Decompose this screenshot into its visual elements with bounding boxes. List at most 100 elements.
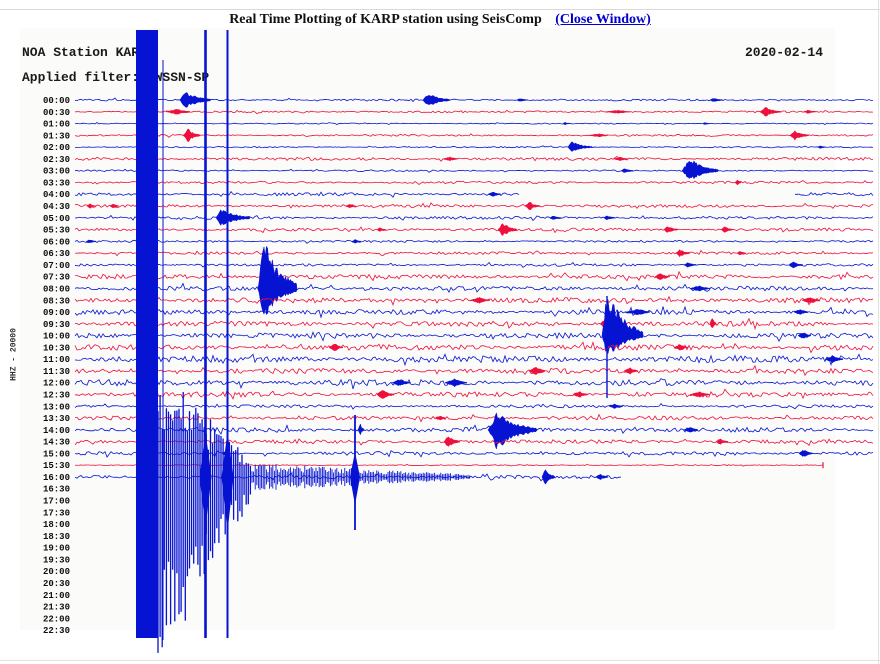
event-burst (798, 450, 814, 457)
time-label: 14:00 (43, 426, 70, 436)
trace-13:30 (74, 413, 874, 423)
event-burst (734, 179, 742, 186)
time-label: 17:00 (43, 497, 70, 507)
time-label: 02:30 (43, 155, 70, 165)
time-label: 06:30 (43, 249, 70, 259)
close-window-link[interactable]: (Close Window) (555, 12, 651, 27)
event-burst (788, 261, 804, 269)
trace-04:00 (74, 190, 874, 198)
event-burst (709, 98, 724, 102)
event-burst (689, 391, 711, 398)
trace-05:00 (74, 214, 874, 222)
time-label: 15:30 (43, 461, 70, 471)
time-label: 10:00 (43, 332, 70, 342)
trace-06:00 (74, 239, 874, 244)
event-burst (683, 427, 699, 433)
time-label: 02:00 (43, 143, 70, 153)
trace-05:30 (74, 226, 874, 234)
trace-11:00 (74, 353, 874, 367)
time-label: 13:30 (43, 414, 70, 424)
time-label: 09:30 (43, 320, 70, 330)
time-label: 03:00 (43, 167, 70, 177)
filter-label: Applied filter: WWSSN-SP (22, 70, 210, 85)
event-burst (443, 436, 461, 447)
event-burst (351, 239, 362, 244)
time-label: 09:00 (43, 308, 70, 318)
event-burst (759, 107, 782, 117)
trace-12:00 (74, 378, 874, 390)
event-burst (572, 391, 589, 398)
time-label: 08:00 (43, 285, 70, 295)
time-label: 07:30 (43, 273, 70, 283)
event-burst (328, 343, 344, 351)
page-title: Real Time Plotting of KARP station using… (229, 12, 542, 27)
time-label: 10:30 (43, 343, 70, 353)
event-burst (681, 160, 719, 180)
event-burst (528, 366, 546, 375)
time-label: 20:30 (43, 579, 70, 589)
trace-06:30 (74, 249, 874, 257)
time-label: 06:00 (43, 237, 70, 247)
time-label: 03:30 (43, 179, 70, 189)
right-edge-line (878, 0, 879, 664)
event-burst (179, 92, 212, 108)
bottom-edge-line (0, 660, 880, 661)
event-burst (444, 378, 468, 388)
event-burst (469, 296, 491, 304)
event-burst (702, 122, 710, 125)
event-burst (789, 130, 810, 141)
time-label: 21:30 (43, 603, 70, 613)
trace-09:30 (74, 317, 874, 331)
trace-08:00 (74, 282, 874, 293)
time-label: 08:30 (43, 296, 70, 306)
event-burst (709, 318, 717, 329)
trace-11:30 (74, 364, 874, 377)
trace-01:00 (74, 122, 874, 126)
event-burst (257, 245, 298, 316)
time-label: 12:00 (43, 379, 70, 389)
event-burst (422, 94, 451, 106)
trace-02:00 (74, 145, 874, 149)
event-burst (624, 309, 651, 315)
event-burst (345, 204, 357, 208)
mainshock-decay-spikes (157, 392, 252, 653)
event-burst (442, 156, 459, 162)
event-burst (603, 215, 616, 220)
trace-04:30 (74, 202, 874, 209)
trace-14:00 (74, 424, 874, 435)
time-label: 11:00 (43, 355, 70, 365)
aftershock-flare (350, 452, 360, 505)
time-label: 11:30 (43, 367, 70, 377)
time-label: 20:00 (43, 567, 70, 577)
time-label: 07:00 (43, 261, 70, 271)
time-label: 16:00 (43, 473, 70, 483)
event-burst (487, 412, 538, 450)
event-burst (817, 145, 827, 149)
event-burst (497, 223, 518, 236)
time-label: 15:00 (43, 449, 70, 459)
event-burst (567, 141, 593, 152)
event-burst (803, 109, 817, 114)
event-burst (793, 309, 809, 315)
event-burst (601, 299, 644, 354)
time-label: 19:30 (43, 555, 70, 565)
event-burst (516, 98, 529, 102)
event-burst (673, 344, 689, 351)
trace-10:30 (74, 341, 874, 354)
trace-10:00 (74, 331, 874, 342)
event-burst (391, 379, 411, 386)
time-label: 13:00 (43, 402, 70, 412)
time-label: 21:00 (43, 591, 70, 601)
time-label: 18:30 (43, 532, 70, 542)
event-burst (86, 203, 97, 209)
event-burst (215, 209, 251, 227)
time-label: 04:00 (43, 190, 70, 200)
trace-07:30 (74, 270, 874, 283)
time-label: 16:30 (43, 485, 70, 495)
clipped-mainshock-band (136, 30, 158, 638)
event-burst (797, 332, 812, 339)
event-burst (595, 473, 609, 480)
event-burst (623, 367, 639, 375)
event-burst (562, 122, 570, 125)
